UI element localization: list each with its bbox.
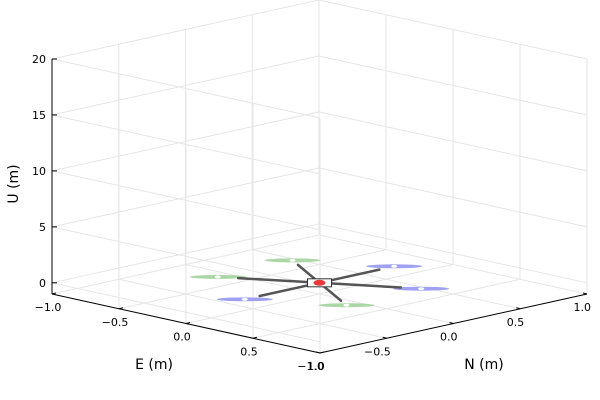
- tick-layer: −1.0−0.50.00.51.0−1.0−0.50.00.51.0051015…: [32, 53, 591, 373]
- e-axis-tick: [185, 322, 191, 324]
- side-wall-gridline-u: [318, 0, 588, 60]
- e-tick-label: 1.0: [307, 360, 325, 373]
- grid-layer: [51, 0, 588, 354]
- rotor-hub: [391, 264, 398, 268]
- rotor-hub: [214, 275, 221, 279]
- e-axis-tick: [319, 351, 325, 354]
- e-tick-label: −1.0: [35, 301, 62, 314]
- u-tick-label: 15: [32, 109, 46, 122]
- e-axis-tick: [118, 307, 124, 310]
- e-axis-tick: [252, 336, 258, 339]
- side-wall-gridline-u: [318, 223, 588, 284]
- mark-layer: [189, 258, 450, 308]
- e-axis-label: E (m): [135, 357, 173, 373]
- left-wall-gridline-u: [51, 282, 321, 343]
- n-axis-tick: [315, 351, 321, 354]
- n-axis-label: N (m): [464, 357, 503, 373]
- back-wall-gridline-u: [51, 0, 320, 60]
- rotor-hub: [241, 297, 248, 301]
- drone-body: [313, 279, 326, 286]
- rotor-hub: [289, 258, 296, 262]
- rotor-hub: [418, 287, 425, 291]
- n-tick-label: −1.0: [297, 360, 324, 373]
- e-axis-tick: [51, 292, 57, 295]
- drone-arm: [236, 276, 321, 285]
- side-wall-gridline-u: [318, 167, 588, 228]
- left-wall-gridline-u: [51, 58, 321, 119]
- left-wall-gridline-u: [51, 226, 321, 287]
- left-wall-gridline-u: [51, 170, 321, 231]
- n-axis-tick: [382, 336, 387, 339]
- n-axis-tick: [516, 307, 521, 310]
- rotor-hub: [343, 303, 350, 307]
- left-wall-gridline-u: [51, 114, 321, 175]
- n-axis-tick: [449, 322, 454, 324]
- n-tick-label: 0.5: [507, 316, 525, 329]
- u-tick-label: 0: [39, 277, 46, 290]
- side-wall-gridline-u: [318, 55, 588, 116]
- side-wall-gridline-u: [318, 111, 588, 172]
- floor-gridline-e: [252, 278, 521, 339]
- n-tick-label: −0.5: [364, 345, 391, 358]
- u-tick-label: 5: [39, 221, 46, 234]
- z-axis-label: U (m): [6, 164, 22, 203]
- n-tick-label: 0.0: [440, 331, 458, 344]
- axis-layer: [51, 58, 588, 354]
- e-tick-label: 0.0: [173, 331, 191, 344]
- n-tick-label: 1.0: [574, 301, 592, 314]
- drone-arm: [318, 281, 403, 289]
- e-tick-label: 0.5: [240, 345, 258, 358]
- u-tick-label: 20: [32, 53, 46, 66]
- n-axis-tick: [582, 292, 588, 295]
- back-wall-gridline-u: [51, 55, 320, 116]
- u-tick-label: 10: [32, 165, 46, 178]
- e-tick-label: −0.5: [102, 316, 129, 329]
